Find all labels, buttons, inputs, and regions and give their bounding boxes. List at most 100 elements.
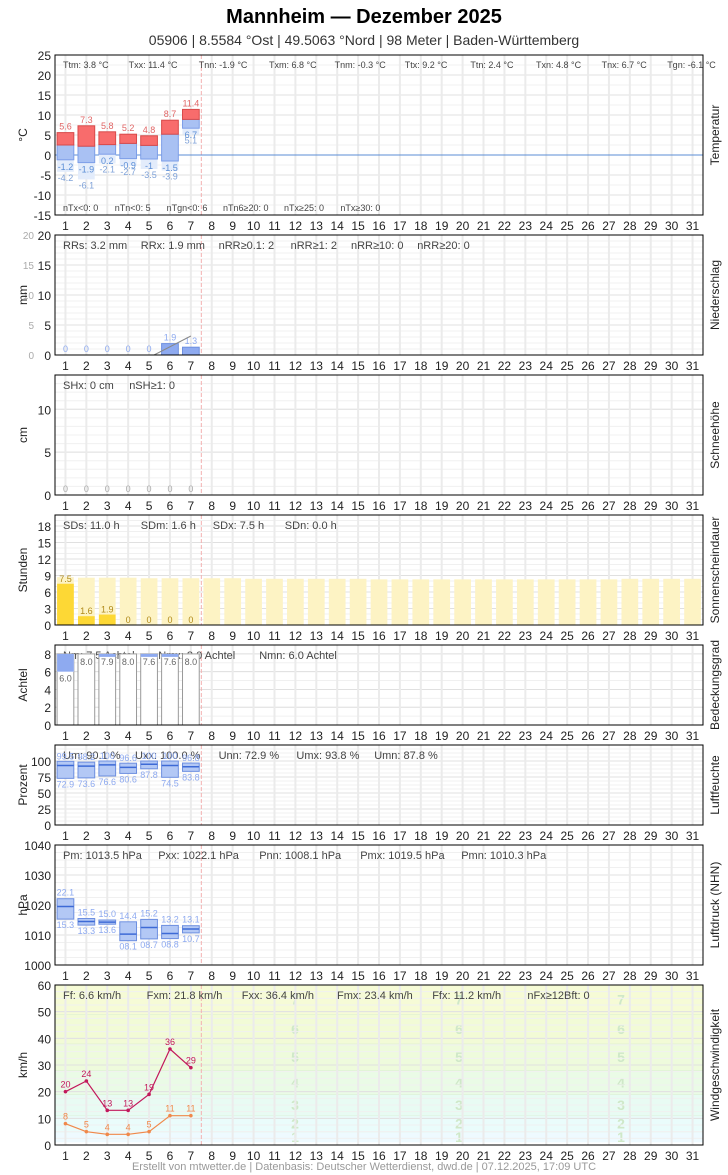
pressure-min-label: 08.1 [119, 942, 137, 952]
x-tick-label: 17 [393, 1149, 407, 1163]
x-tick-label: 8 [208, 969, 215, 983]
stat-label: Fxm: 21.8 km/h [147, 990, 223, 1002]
x-tick-label: 6 [167, 499, 174, 513]
sun-label: 1.6 [80, 606, 93, 616]
sun-possible-bar [328, 578, 346, 625]
x-tick-label: 13 [310, 629, 324, 643]
pressure-bar [56, 898, 75, 920]
x-tick-label: 2 [83, 219, 90, 233]
stat-label: SDm: 1.6 h [141, 520, 196, 532]
panel-side-label: Luftfeuchte [708, 755, 722, 815]
y-tick-label: 1010 [24, 929, 51, 943]
humidity-max-label: 96.6 [119, 753, 137, 763]
x-tick-label: 12 [289, 829, 303, 843]
x-tick-label: 5 [146, 1149, 153, 1163]
x-tick-label: 13 [310, 829, 324, 843]
wind-value-label: 13 [123, 1098, 133, 1108]
y-axis-label: hPa [16, 894, 30, 916]
y-axis-label: cm [16, 427, 30, 443]
x-tick-label: 11 [268, 359, 281, 373]
temp-max-bar [140, 135, 158, 146]
precip-label: 0 [84, 344, 89, 354]
x-tick-label: 28 [623, 629, 637, 643]
wind-value-label: 4 [126, 1122, 131, 1132]
x-tick-label: 4 [125, 359, 132, 373]
stat-label: RRs: 3.2 mm [63, 240, 127, 252]
humidity-min-label: 87.8 [140, 770, 158, 780]
y-axis-label: Prozent [16, 764, 30, 806]
precip-label: 0 [147, 344, 152, 354]
x-tick-label: 24 [540, 219, 554, 233]
x-tick-label: 4 [125, 829, 132, 843]
snow-label: 0 [63, 484, 68, 494]
x-tick-label: 28 [623, 219, 637, 233]
x-tick-label: 11 [268, 629, 281, 643]
x-tick-label: 14 [331, 499, 345, 513]
stat-label: nRR≥10: 0 [351, 240, 404, 252]
temp-min-bar [140, 144, 158, 160]
precip-label: 0 [63, 344, 68, 354]
x-tick-label: 2 [83, 969, 90, 983]
x-tick-label: 11 [268, 219, 281, 233]
x-tick-label: 21 [477, 499, 491, 513]
x-tick-label: 31 [686, 219, 700, 233]
x-tick-label: 16 [372, 499, 386, 513]
sun-bar [57, 583, 74, 625]
y-tick-label: 18 [38, 520, 52, 534]
x-tick-label: 20 [456, 219, 470, 233]
pressure-max-label: 13.1 [182, 915, 200, 925]
x-tick-label: 16 [372, 729, 386, 743]
stat-label: Umx: 93.8 % [296, 750, 359, 762]
x-tick-label: 8 [208, 729, 215, 743]
x-tick-label: 7 [188, 969, 195, 983]
wind-value-label: 5 [147, 1120, 152, 1130]
x-tick-label: 7 [188, 729, 195, 743]
sun-label: 0 [147, 615, 152, 625]
x-tick-label: 24 [540, 359, 554, 373]
y-tick-label: 15 [38, 259, 52, 273]
y-tick-label: 75 [38, 771, 52, 785]
x-tick-label: 10 [247, 969, 261, 983]
wind-value-label: 4 [105, 1122, 110, 1132]
x-tick-label: 17 [393, 629, 407, 643]
beaufort-label: 6 [455, 1021, 463, 1037]
x-tick-label: 9 [229, 499, 236, 513]
x-tick-label: 15 [351, 359, 365, 373]
x-tick-label: 24 [540, 1149, 554, 1163]
x-tick-label: 14 [331, 829, 345, 843]
x-tick-label: 3 [104, 629, 111, 643]
pressure-max-label: 13.2 [161, 914, 179, 924]
x-tick-label: 23 [519, 359, 533, 373]
x-tick-label: 15 [351, 219, 365, 233]
sun-possible-bar [224, 578, 242, 625]
x-tick-label: 23 [519, 219, 533, 233]
x-tick-label: 18 [414, 969, 428, 983]
x-tick-label: 6 [167, 1149, 174, 1163]
panel-side-label: Schneehöhe [708, 401, 722, 469]
humidity-max-label: 100 [162, 751, 177, 761]
stat-label: nTn6≥20: 0 [223, 203, 268, 213]
pressure-bar [161, 924, 179, 940]
pressure-max-label: 15.2 [140, 908, 158, 918]
x-tick-label: 7 [188, 359, 195, 373]
wind-value-label: 5 [84, 1120, 89, 1130]
x-tick-label: 5 [146, 499, 153, 513]
sun-possible-bar [433, 579, 451, 625]
y-tick-label: 25 [38, 49, 52, 63]
y-tick-label: 5 [44, 319, 51, 333]
x-tick-label: 7 [188, 499, 195, 513]
x-tick-label: 2 [83, 829, 90, 843]
stat-label: Pmx: 1019.5 hPa [360, 850, 445, 862]
x-tick-label: 9 [229, 829, 236, 843]
pressure-min-label: 15.3 [57, 920, 75, 930]
temp-max-bar [56, 132, 75, 146]
stat-label: Pnn: 1008.1 hPa [259, 850, 342, 862]
y-axis-label: Achtel [16, 668, 30, 701]
humidity-max-label: 98.2 [78, 752, 96, 762]
station-info: 05906 | 8.5584 °Ost | 49.5063 °Nord | 98… [148, 32, 580, 48]
x-tick-label: 21 [477, 1149, 491, 1163]
y-tick-label: 25 [38, 803, 52, 817]
x-tick-label: 31 [686, 1149, 700, 1163]
